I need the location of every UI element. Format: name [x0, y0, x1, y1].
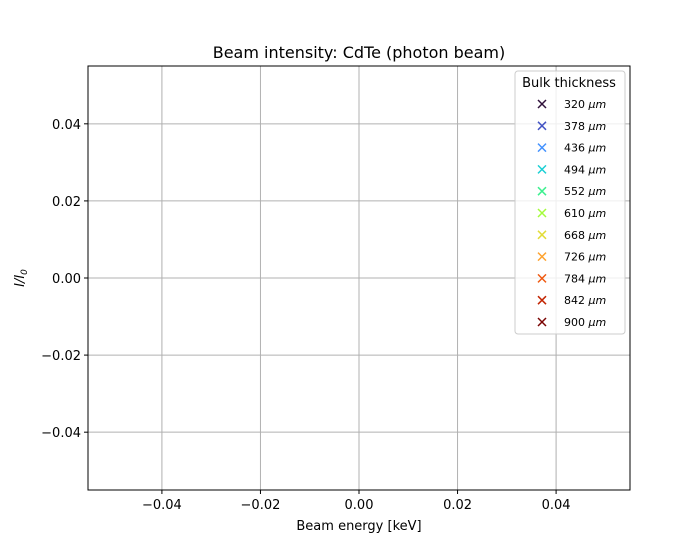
legend-item-value: 494 [564, 163, 589, 176]
legend-marker-icon [537, 252, 547, 262]
x-axis-label: Beam energy [keV] [296, 519, 421, 534]
legend-item: 436 μm [537, 142, 606, 155]
y-tick-label: 0.00 [52, 272, 81, 287]
legend-item-label: 436 μm [564, 142, 606, 155]
y-tick-label: −0.04 [41, 426, 81, 441]
legend-item: 378 μm [537, 120, 606, 133]
legend-item: 320 μm [537, 98, 606, 111]
legend-item-label: 842 μm [564, 294, 606, 307]
legend-item-unit: μm [588, 272, 607, 285]
legend-item: 610 μm [537, 207, 606, 220]
legend-marker-icon [537, 164, 547, 174]
legend-item-label: 784 μm [564, 272, 606, 285]
y-tick-label: 0.04 [52, 118, 81, 133]
legend-item-label: 726 μm [564, 251, 606, 264]
legend-marker-icon [537, 208, 547, 218]
legend-item-unit: μm [588, 185, 607, 198]
legend-marker-icon [537, 143, 547, 153]
legend-item: 842 μm [537, 294, 606, 307]
legend-item: 784 μm [537, 272, 606, 285]
y-tick-label: −0.02 [41, 349, 81, 364]
legend-item-value: 900 [564, 316, 589, 329]
legend-marker-icon [537, 99, 547, 109]
legend-marker-icon [537, 186, 547, 196]
legend-item-label: 552 μm [564, 185, 606, 198]
y-axis-label-subscript: 0 [20, 269, 30, 275]
legend-marker-icon [537, 317, 547, 327]
legend-item-label: 378 μm [564, 120, 606, 133]
legend-item-value: 436 [564, 142, 589, 155]
legend-item-unit: μm [588, 294, 607, 307]
legend-item: 552 μm [537, 185, 606, 198]
legend-item-value: 320 [564, 98, 589, 111]
legend-item: 726 μm [537, 251, 606, 264]
legend-item-unit: μm [588, 98, 607, 111]
legend-item-label: 320 μm [564, 98, 606, 111]
legend-item-value: 784 [564, 272, 589, 285]
y-tick-label: 0.02 [52, 195, 81, 210]
legend-item-value: 378 [564, 120, 589, 133]
legend-item-unit: μm [588, 229, 607, 242]
x-tick-label: 0.00 [345, 498, 374, 513]
legend-item-value: 668 [564, 229, 589, 242]
legend-marker-icon [537, 121, 547, 131]
legend-item: 494 μm [537, 163, 606, 176]
legend-item-value: 726 [564, 251, 589, 264]
legend-item-unit: μm [588, 207, 607, 220]
plot-area [87, 65, 631, 491]
x-tick-label: 0.02 [443, 498, 472, 513]
legend-item-label: 610 μm [564, 207, 606, 220]
x-tick-label: 0.04 [542, 498, 571, 513]
x-tick-label: −0.02 [241, 498, 281, 513]
legend-item-unit: μm [588, 120, 607, 133]
legend-box [514, 70, 626, 335]
legend-item: 900 μm [537, 316, 606, 329]
legend-marker-icon [537, 295, 547, 305]
y-axis-label: I/I0 [13, 269, 30, 287]
y-axis-label-main: I/I [13, 275, 28, 287]
legend-marker-icon [537, 230, 547, 240]
legend-item-label: 900 μm [564, 316, 606, 329]
legend-item-unit: μm [588, 163, 607, 176]
legend-title: Bulk thickness [522, 76, 616, 91]
ticks: −0.04 −0.02 0.00 0.02 0.04 0.04 0.02 0.00 −0.02 −… [41, 118, 570, 513]
legend-item: 668 μm [537, 229, 606, 242]
x-tick-label: −0.04 [142, 498, 182, 513]
legend-item-unit: μm [588, 142, 607, 155]
legend-item-unit: μm [588, 251, 607, 264]
legend-item-label: 494 μm [564, 163, 606, 176]
legend-item-value: 610 [564, 207, 589, 220]
legend-item-value: 552 [564, 185, 589, 198]
legend-marker-icon [537, 273, 547, 283]
legend-item-label: 668 μm [564, 229, 606, 242]
legend-item-value: 842 [564, 294, 589, 307]
chart-title: Beam intensity: CdTe (photon beam) [213, 43, 506, 62]
legend-item-unit: μm [588, 316, 607, 329]
